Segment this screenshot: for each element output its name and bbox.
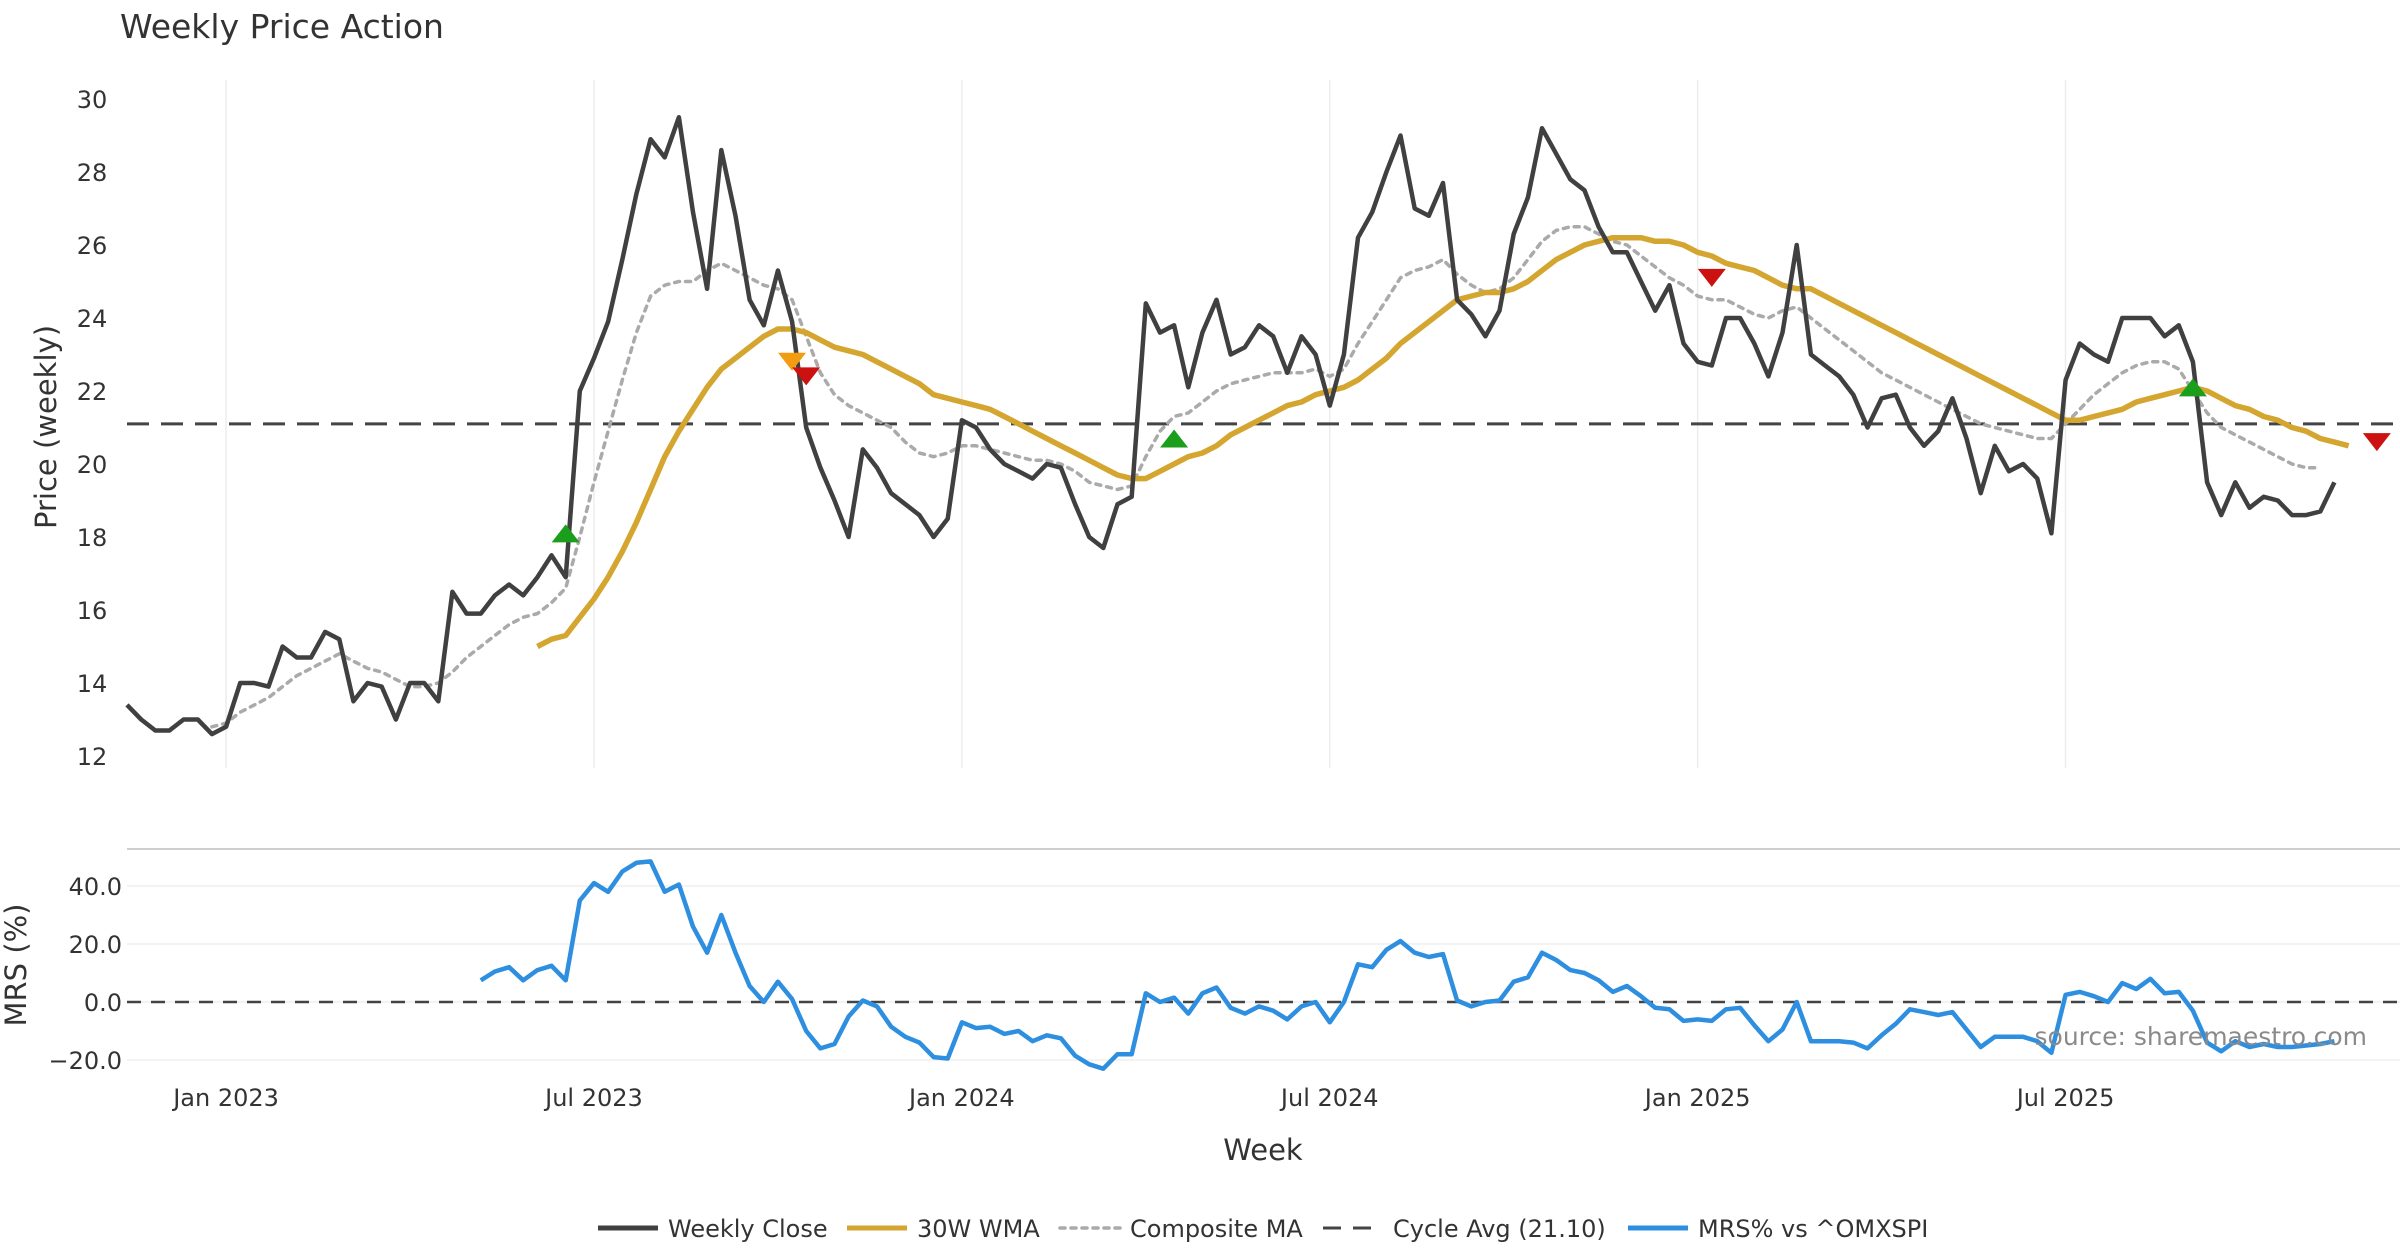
legend-label-wma: 30W WMA bbox=[917, 1215, 1040, 1243]
buy-signal-marker bbox=[2178, 378, 2207, 397]
sell-signal-marker bbox=[1697, 268, 1726, 287]
legend-label-cycle: Cycle Avg (21.10) bbox=[1393, 1215, 1606, 1243]
weekly-close-line bbox=[125, 115, 2337, 737]
mrs-y-axis-label: MRS (%) bbox=[0, 904, 33, 1027]
mrs-panel: −20.0 0.0 20.0 40.0 source: sharemaestro.co… bbox=[0, 859, 2400, 1075]
source-watermark: source: sharemaestro.com bbox=[2035, 1022, 2368, 1051]
legend-label-mrs: MRS% vs ^OMXSPI bbox=[1698, 1215, 1928, 1243]
mrs-y-ticks: −20.0 0.0 20.0 40.0 bbox=[48, 873, 122, 1075]
sell-signal-marker bbox=[2362, 433, 2391, 452]
mrs-y-tick-label: 40.0 bbox=[69, 873, 122, 901]
buy-signal-marker bbox=[1160, 429, 1189, 448]
price-y-tick-label: 18 bbox=[77, 524, 108, 552]
legend: Weekly Close 30W WMA Composite MA Cycle Avg… bbox=[598, 1215, 1928, 1243]
x-tick-label: Jul 2023 bbox=[543, 1084, 643, 1112]
price-y-tick-label: 22 bbox=[77, 378, 108, 406]
x-tick-label: Jan 2025 bbox=[1643, 1084, 1751, 1112]
price-y-tick-label: 12 bbox=[77, 743, 108, 771]
buy-signal-marker bbox=[551, 524, 580, 543]
x-tick-label: Jan 2024 bbox=[907, 1084, 1015, 1112]
price-y-axis-label: Price (weekly) bbox=[29, 325, 63, 529]
mrs-y-tick-label: 20.0 bbox=[69, 931, 122, 959]
chart-title: Weekly Price Action bbox=[120, 7, 444, 46]
price-y-tick-label: 16 bbox=[77, 597, 108, 625]
sell-signal-marker bbox=[792, 367, 821, 386]
wma-30w-line bbox=[536, 234, 2350, 649]
x-tick-label: Jan 2023 bbox=[171, 1084, 279, 1112]
mrs-y-tick-label: −20.0 bbox=[48, 1047, 122, 1075]
price-y-tick-label: 20 bbox=[77, 451, 108, 479]
price-y-tick-label: 30 bbox=[77, 86, 108, 114]
x-axis-label: Week bbox=[1223, 1133, 1303, 1167]
warning-signal-marker bbox=[778, 352, 807, 371]
price-y-tick-label: 28 bbox=[77, 159, 108, 187]
price-y-ticks: 12 14 16 18 20 22 24 26 28 30 bbox=[77, 86, 108, 771]
legend-label-close: Weekly Close bbox=[668, 1215, 828, 1243]
mrs-line bbox=[479, 859, 2335, 1071]
price-y-tick-label: 14 bbox=[77, 670, 108, 698]
x-tick-label: Jul 2025 bbox=[2015, 1084, 2115, 1112]
price-panel: 12 14 16 18 20 22 24 26 28 30 Price (weekly) bbox=[29, 80, 2400, 771]
price-y-tick-label: 26 bbox=[77, 232, 108, 260]
signal-markers bbox=[551, 268, 2391, 543]
x-axis-ticks: Jan 2023 Jul 2023 Jan 2024 Jul 2024 Jan 2025… bbox=[171, 1084, 2114, 1112]
composite-ma-line bbox=[210, 225, 2323, 729]
legend-label-composite: Composite MA bbox=[1130, 1215, 1303, 1243]
mrs-y-tick-label: 0.0 bbox=[84, 989, 122, 1017]
price-y-tick-label: 24 bbox=[77, 305, 108, 333]
x-tick-label: Jul 2024 bbox=[1279, 1084, 1379, 1112]
